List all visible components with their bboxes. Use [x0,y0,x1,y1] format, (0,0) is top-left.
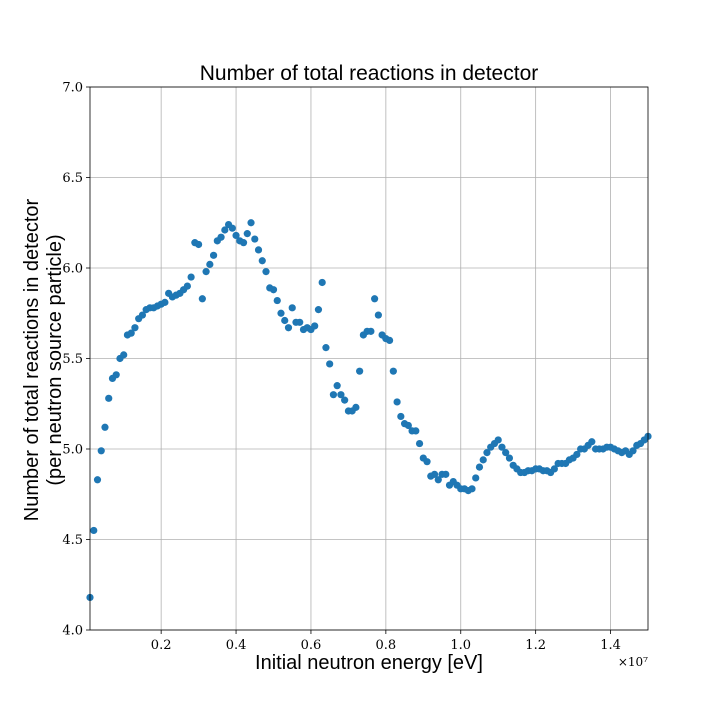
x-tick-label: 1.4 [600,638,621,653]
data-point [404,421,412,430]
data-point [217,233,225,241]
data-point [329,391,338,399]
data-point [588,438,596,446]
data-point [502,449,510,457]
data-point [112,371,120,379]
data-point [468,485,476,493]
axis-ticks: 0.2 0.4 0.6 0.8 1.0 1.2 1.4 4.0 4.5 5.0 5.5 6.0 6.5 7… [62,81,621,654]
data-point [415,439,424,448]
x-tick-label: 0.6 [301,638,322,653]
data-point [393,398,401,406]
data-point [296,318,304,326]
chart-title: Number of total reactions in detector [200,62,539,85]
data-point [277,309,285,317]
data-point [356,367,364,375]
data-point [314,306,323,314]
data-point [550,465,558,473]
x-axis-label: Initial neutron energy [eV] [255,652,483,674]
data-point [243,230,251,238]
y-axis-label: Number of total reactions in detector [21,198,43,521]
data-point [273,296,281,305]
data-point [284,324,293,332]
data-point [288,304,296,312]
data-point [442,470,450,478]
data-point [254,246,263,254]
data-point [371,295,379,303]
data-point [101,423,109,431]
data-point [397,412,405,421]
data-point [311,322,319,330]
data-point [221,226,229,234]
data-point [573,450,581,459]
x-offset-label: ×10⁷ [618,655,648,669]
data-point [131,324,139,332]
y-axis-label-group: Number of total reactions in detector (p… [21,198,66,521]
data-point [206,260,214,268]
data-point [483,449,491,457]
data-point [333,382,341,390]
data-point [97,447,105,455]
data-point [352,403,360,411]
data-point [326,360,334,368]
data-point [367,327,375,335]
data-point [228,224,236,232]
data-point [262,268,270,276]
y-tick-label: 4.5 [62,533,83,548]
data-point [494,436,502,444]
data-point [498,443,506,451]
x-tick-label: 0.4 [226,638,247,653]
data-point [430,470,439,478]
data-point [337,391,345,399]
data-point [475,463,484,471]
x-tick-label: 1.0 [450,638,471,653]
data-point [341,396,349,404]
data-point [202,268,210,276]
data-point [412,427,420,435]
data-point [281,316,289,325]
x-tick-label: 1.2 [525,638,546,653]
data-point [247,219,255,227]
y-axis-label-sub: (per neutron source particle) [44,234,66,485]
data-point [105,394,113,402]
data-point [120,351,128,359]
data-point [472,474,480,482]
data-point [479,456,487,464]
data-point [127,329,135,337]
data-point [269,286,278,294]
y-tick-label: 7.0 [62,81,83,96]
y-tick-label: 5.5 [62,352,83,367]
grid [90,86,648,631]
data-point [93,476,102,484]
y-tick-label: 5.0 [62,443,83,458]
data-point [374,311,382,319]
data-point [138,311,147,319]
data-point [434,476,442,484]
data-point [198,295,206,303]
data-point [629,447,637,455]
data-point [423,458,431,466]
x-tick-label: 0.8 [376,638,397,653]
data-point [251,235,259,243]
data-point [385,336,394,344]
x-tick-label: 0.2 [151,638,172,653]
data-point [90,526,98,535]
y-tick-label: 6.0 [62,262,83,277]
data-point [183,282,191,290]
y-tick-label: 4.0 [62,624,83,639]
data-point [322,344,330,352]
data-point [505,454,514,462]
data-point [258,257,266,265]
data-point [161,298,169,306]
data-point [187,273,195,281]
data-point [195,240,203,249]
data-point [239,239,248,247]
y-tick-label: 6.5 [62,171,83,186]
data-points [86,219,652,602]
data-point [389,367,397,375]
data-point [232,231,240,240]
data-point [209,251,218,259]
data-point [318,278,326,287]
